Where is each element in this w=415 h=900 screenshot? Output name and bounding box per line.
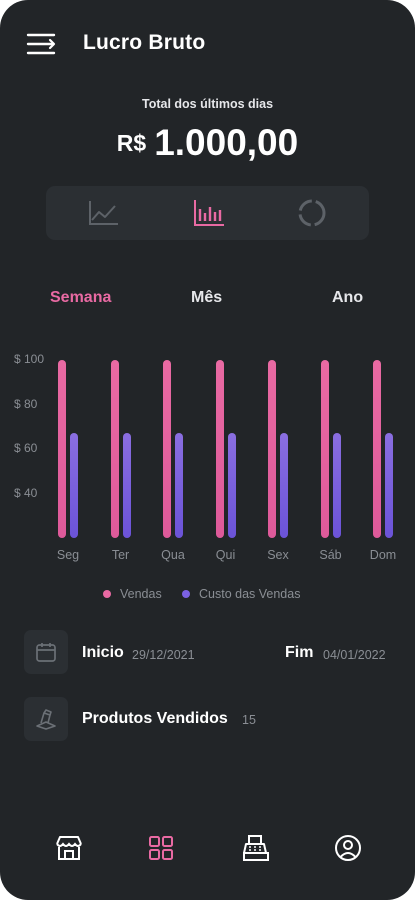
- bar-vendas[interactable]: [163, 360, 171, 538]
- currency-symbol: R$: [116, 130, 147, 156]
- x-tick-label: Qua: [161, 548, 185, 562]
- bar-vendas[interactable]: [320, 360, 329, 538]
- legend-label-vendas: Vendas: [120, 587, 162, 601]
- start-date[interactable]: 29/12/2021: [132, 648, 195, 662]
- start-label: Inicio: [82, 644, 124, 661]
- menu-icon[interactable]: [26, 32, 58, 56]
- legend-label-custo: Custo das Vendas: [199, 587, 301, 601]
- chart-type-switch: [46, 186, 369, 240]
- register-icon[interactable]: [240, 832, 272, 864]
- legend-swatch-custo: [182, 590, 190, 598]
- dashboard-icon[interactable]: [145, 832, 177, 864]
- bar-vendas[interactable]: [373, 360, 381, 538]
- x-tick-label: Dom: [369, 548, 397, 562]
- bar-custo[interactable]: [280, 433, 288, 538]
- line-chart-icon[interactable]: [86, 197, 122, 229]
- end-label: Fim: [285, 644, 314, 661]
- bar-custo[interactable]: [70, 433, 78, 538]
- bar-vendas[interactable]: [268, 360, 276, 538]
- bar-chart-icon[interactable]: [191, 197, 227, 229]
- x-tick-label: Qui: [215, 548, 236, 562]
- y-tick-label: $ 40: [14, 485, 38, 500]
- bar-custo[interactable]: [385, 433, 393, 538]
- y-tick-label: $ 60: [14, 441, 38, 455]
- products-label: Produtos Vendidos: [82, 710, 228, 727]
- x-tick-label: Seg: [56, 548, 80, 562]
- header: Lucro Bruto: [0, 0, 415, 90]
- legend-item-custo: Custo das Vendas: [182, 587, 300, 601]
- profile-icon[interactable]: [332, 832, 364, 864]
- bar-vendas[interactable]: [215, 360, 224, 538]
- bottom-nav: [0, 820, 415, 880]
- end-date[interactable]: 04/01/2022: [323, 648, 386, 662]
- total-amount: 1.000,00: [154, 122, 299, 163]
- total-value: R$ 1.000,00: [0, 122, 415, 164]
- bar-custo[interactable]: [332, 433, 341, 538]
- box-icon[interactable]: [24, 697, 68, 741]
- bar-chart: $ 100 $ 80 $ 60 $ 40 Seg Ter Qua Qui Sex Sáb Dom: [0, 340, 415, 580]
- y-tick-label: $ 80: [14, 396, 38, 411]
- bar-custo[interactable]: [122, 433, 131, 538]
- x-tick-label: Sex: [267, 548, 289, 562]
- chart-legend: Vendas Custo das Vendas: [0, 587, 415, 605]
- x-tick-label: Sáb: [319, 548, 342, 562]
- store-icon[interactable]: [53, 832, 85, 864]
- y-tick-label: $ 100: [14, 352, 45, 366]
- products-count: 15: [242, 713, 256, 727]
- bar-vendas[interactable]: [110, 360, 119, 538]
- tab-week[interactable]: Semana: [50, 289, 112, 306]
- tab-month[interactable]: Mês: [191, 289, 223, 306]
- tab-year[interactable]: Ano: [332, 289, 364, 306]
- legend-item-vendas: Vendas: [103, 587, 162, 601]
- bar-custo[interactable]: [227, 433, 236, 538]
- total-label: Total dos últimos dias: [141, 97, 274, 111]
- bar-vendas[interactable]: [58, 360, 66, 538]
- x-tick-label: Ter: [111, 548, 130, 562]
- calendar-icon[interactable]: [24, 630, 68, 674]
- page-title: Lucro Bruto: [83, 31, 206, 54]
- donut-chart-icon[interactable]: [294, 197, 330, 229]
- bar-custo[interactable]: [175, 433, 183, 538]
- legend-swatch-vendas: [103, 590, 111, 598]
